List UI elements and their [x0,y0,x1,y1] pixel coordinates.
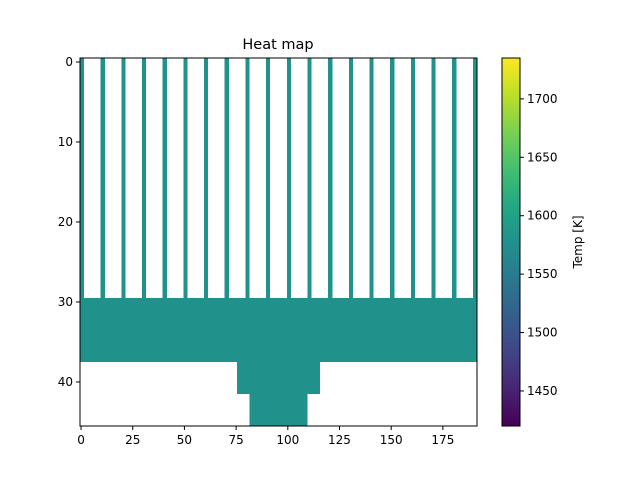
heatmap-fin-cell [328,58,333,298]
y-tick-label: 10 [58,135,73,149]
heatmap-stem-cell [249,394,308,426]
heatmap-fin-cell [472,58,477,298]
y-axis: 0 10 20 30 40 [58,55,80,389]
x-tick-label: 100 [276,433,299,447]
x-tick-label: 175 [431,433,454,447]
heatmap-fin-cell [410,58,415,298]
heatmap-fin-cell [266,58,271,298]
heatmap-fin-cell [224,58,229,298]
heatmap-fin-cell [431,58,436,298]
plot-frame [79,57,478,427]
x-tick-label: 0 [77,433,85,447]
heatmap-fin-cell [121,58,126,298]
heatmap-fin-cell [162,58,167,298]
colorbar-tick-label: 1450 [527,384,558,398]
heatmap-cells [80,58,477,426]
heatmap-fin-cell [286,58,291,298]
colorbar-frame [501,57,521,427]
heatmap-fin-cell [80,58,85,298]
heatmap-fin-cell [369,58,374,298]
heatmap-fin-cell [183,58,188,298]
heatmap-fin-cell [142,58,147,298]
heatmap-fin-cell [452,58,457,298]
x-tick-label: 125 [328,433,351,447]
colorbar-label: Temp [K] [571,215,585,269]
heatmap-fin-cell [348,58,353,298]
colorbar-tick-label: 1600 [527,209,558,223]
y-tick-label: 20 [58,215,73,229]
colorbar-tick-label: 1500 [527,326,558,340]
chart-title: Heat map [242,37,313,53]
x-tick-label: 50 [177,433,192,447]
colorbar-tick-label: 1700 [527,92,558,106]
x-axis: 0 25 50 75 100 125 150 175 [77,426,454,447]
heatmap-fin-cell [307,58,312,298]
x-tick-label: 75 [228,433,243,447]
heatmap-fin-cell [100,58,105,298]
heatmap-fin-cell [390,58,395,298]
y-tick-label: 30 [58,295,73,309]
x-tick-label: 150 [380,433,403,447]
heatmap-fin-cell [245,58,250,298]
heatmap-fin-cell [204,58,209,298]
heatmap-base-cell [80,298,477,362]
colorbar [502,58,520,426]
colorbar-tick-label: 1650 [527,150,558,164]
heatmap-pedestal-cell [237,362,320,394]
x-tick-label: 25 [125,433,140,447]
colorbar-tick-label: 1550 [527,267,558,281]
y-tick-label: 0 [65,55,73,69]
colorbar-axis: 1450 1500 1550 1600 1650 1700 [520,92,558,398]
y-tick-label: 40 [58,375,73,389]
